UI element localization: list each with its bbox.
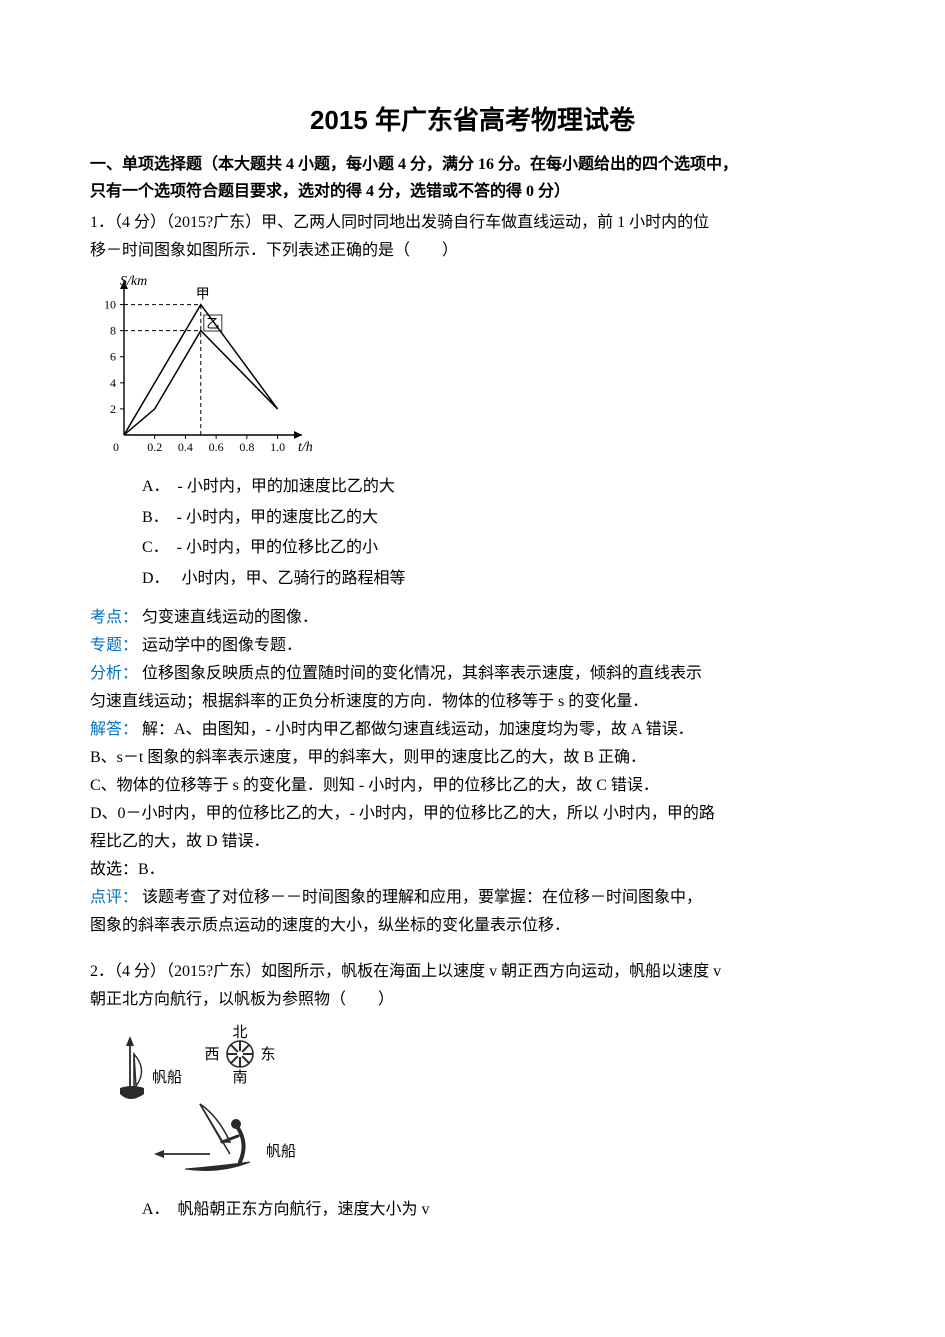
q1-jieda-final: 故选：B． [90, 856, 855, 884]
exam-page: 2015 年广东省高考物理试卷 一、单项选择题（本大题共 4 小题，每小题 4 … [0, 0, 945, 1337]
svg-text:0.6: 0.6 [209, 440, 224, 454]
fenxi-label: 分析： [90, 665, 138, 682]
q1-jieda-d1: D、0－小时内，甲的位移比乙的大，- 小时内，甲的位移比乙的大，所以 小时内，甲… [90, 800, 855, 828]
q2-options: A． 帆船朝正东方向航行，速度大小为 v [142, 1195, 855, 1225]
kaodian-text: 匀变速直线运动的图像． [142, 609, 318, 626]
q1-jieda-c: C、物体的位移等于 s 的变化量．则知 - 小时内，甲的位移比乙的大，故 C 错… [90, 772, 855, 800]
q1-jieda: 解答： 解：A、由图知，- 小时内甲乙都做匀速直线运动，加速度均为零，故 A 错… [90, 716, 855, 744]
svg-text:帆船: 帆船 [266, 1143, 296, 1160]
jieda-label: 解答： [90, 721, 138, 738]
q1-stem-l2: 移－时间图象如图所示．下列表述正确的是（ ） [90, 242, 458, 259]
svg-text:东: 东 [260, 1046, 275, 1063]
q1-chart: 0.2 0.4 0.6 0.8 1.0 0 2 4 6 8 10 S/km t/h 甲乙 [90, 271, 855, 466]
svg-text:乙: 乙 [206, 316, 219, 331]
q2-figure-svg: 北南西东帆船帆船 [90, 1024, 350, 1184]
q1-options: A． - 小时内，甲的加速度比乙的大 B． - 小时内，甲的速度比乙的大 C． … [142, 472, 855, 594]
jieda-a: 解：A、由图知，- 小时内甲乙都做匀速直线运动，加速度均为零，故 A 错误． [142, 721, 694, 738]
zhuanti-text: 运动学中的图像专题． [142, 637, 302, 654]
q2-stem: 2．（4 分）（2015?广东）如图所示，帆板在海面上以速度 v 朝正西方向运动… [90, 958, 855, 1014]
q1-option-c: C． - 小时内，甲的位移比乙的小 [142, 533, 855, 563]
q1-chart-svg: 0.2 0.4 0.6 0.8 1.0 0 2 4 6 8 10 S/km t/h 甲乙 [90, 271, 320, 461]
fenxi-l1: 位移图象反映质点的位置随时间的变化情况，其斜率表示速度，倾斜的直线表示 [142, 665, 702, 682]
q1-dianping: 点评： 该题考查了对位移－－时间图象的理解和应用，要掌握：在位移－时间图象中， … [90, 884, 855, 940]
q1-jieda-d2: 程比乙的大，故 D 错误． [90, 828, 855, 856]
svg-text:0.8: 0.8 [239, 440, 254, 454]
svg-text:S/km: S/km [120, 274, 147, 289]
spacer [90, 940, 855, 958]
svg-text:8: 8 [110, 324, 116, 338]
svg-text:t/h: t/h [298, 440, 313, 455]
svg-text:甲: 甲 [196, 288, 210, 303]
q1-stem: 1．（4 分）（2015?广东）甲、乙两人同时同地出发骑自行车做直线运动，前 1… [90, 209, 855, 265]
q2-stem-l1: 2．（4 分）（2015?广东）如图所示，帆板在海面上以速度 v 朝正西方向运动… [90, 963, 721, 980]
svg-text:4: 4 [110, 376, 116, 390]
q1-fenxi: 分析： 位移图象反映质点的位置随时间的变化情况，其斜率表示速度，倾斜的直线表示 … [90, 660, 855, 716]
q1-option-b: B． - 小时内，甲的速度比乙的大 [142, 503, 855, 533]
section-heading-l2: 只有一个选项符合题目要求，选对的得 4 分，选错或不答的得 0 分） [90, 183, 570, 200]
page-title: 2015 年广东省高考物理试卷 [90, 100, 855, 137]
svg-text:帆船: 帆船 [152, 1069, 182, 1086]
svg-text:0: 0 [113, 440, 119, 454]
svg-text:北: 北 [232, 1024, 247, 1041]
dianping-l2: 图象的斜率表示质点运动的速度的大小，纵坐标的变化量表示位移． [90, 917, 570, 934]
svg-text:南: 南 [232, 1069, 247, 1086]
q2-figure: 北南西东帆船帆船 [90, 1024, 855, 1189]
q2-option-a: A． 帆船朝正东方向航行，速度大小为 v [142, 1195, 855, 1225]
q1-option-a: A． - 小时内，甲的加速度比乙的大 [142, 472, 855, 502]
zhuanti-label: 专题： [90, 637, 138, 654]
q1-jieda-b: B、s－t 图象的斜率表示速度，甲的斜率大，则甲的速度比乙的大，故 B 正确． [90, 744, 855, 772]
svg-text:2: 2 [110, 402, 116, 416]
section-heading: 一、单项选择题（本大题共 4 小题，每小题 4 分，满分 16 分。在每小题给出… [90, 151, 855, 205]
dianping-label: 点评： [90, 889, 138, 906]
q1-option-d: D． 小时内，甲、乙骑行的路程相等 [142, 564, 855, 594]
dianping-l1: 该题考查了对位移－－时间图象的理解和应用，要掌握：在位移－时间图象中， [142, 889, 702, 906]
svg-text:6: 6 [110, 350, 116, 364]
section-heading-l1: 一、单项选择题（本大题共 4 小题，每小题 4 分，满分 16 分。在每小题给出… [90, 156, 738, 173]
svg-text:0.4: 0.4 [178, 440, 193, 454]
svg-text:10: 10 [104, 298, 116, 312]
q1-stem-l1: 1．（4 分）（2015?广东）甲、乙两人同时同地出发骑自行车做直线运动，前 1… [90, 214, 709, 231]
svg-text:西: 西 [204, 1047, 219, 1063]
q1-kaodian: 考点： 匀变速直线运动的图像． [90, 604, 855, 632]
q2-stem-l2: 朝正北方向航行，以帆板为参照物（ ） [90, 991, 394, 1008]
q1-zhuanti: 专题： 运动学中的图像专题． [90, 632, 855, 660]
kaodian-label: 考点： [90, 609, 138, 626]
fenxi-l2: 匀速直线运动；根据斜率的正负分析速度的方向．物体的位移等于 s 的变化量． [90, 693, 648, 710]
svg-text:0.2: 0.2 [147, 440, 162, 454]
svg-text:1.0: 1.0 [270, 440, 285, 454]
